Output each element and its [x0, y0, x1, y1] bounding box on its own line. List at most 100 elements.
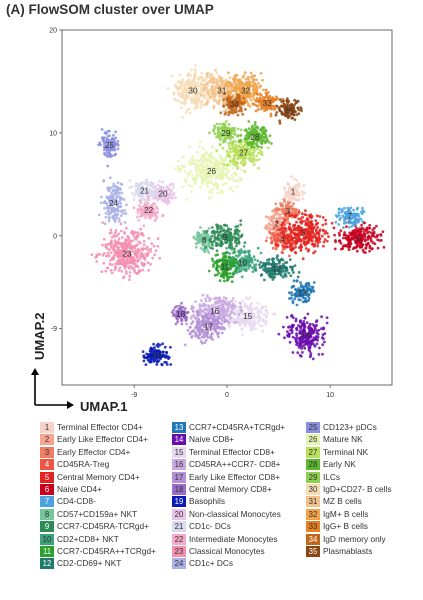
cluster-point	[316, 332, 320, 336]
cluster-point	[243, 137, 247, 141]
cluster-point	[113, 268, 117, 272]
cluster-point	[249, 321, 252, 325]
cluster-point	[231, 89, 235, 93]
cluster-point	[141, 268, 145, 272]
cluster-point	[218, 154, 222, 157]
cluster-point	[116, 189, 120, 193]
cluster-point	[194, 332, 198, 336]
cluster-point	[313, 233, 317, 237]
cluster-point	[349, 238, 352, 242]
cluster-point	[259, 72, 263, 75]
cluster-point	[139, 214, 142, 218]
cluster-point	[251, 325, 255, 329]
cluster-point	[133, 270, 137, 274]
cluster-point	[165, 350, 168, 354]
cluster-point	[242, 261, 246, 265]
cluster-point	[109, 228, 113, 232]
cluster-point	[205, 72, 209, 76]
cluster-point	[223, 279, 226, 283]
cluster-point	[199, 246, 203, 250]
cluster-point	[261, 318, 265, 322]
cluster-point	[244, 254, 247, 258]
cluster-point	[348, 241, 352, 244]
y-tick-label: 10	[49, 130, 57, 137]
cluster-point	[281, 245, 285, 249]
cluster-point	[215, 184, 219, 188]
cluster-point	[261, 130, 264, 133]
cluster-point	[231, 189, 235, 193]
cluster-point	[237, 241, 241, 245]
cluster-point	[179, 319, 183, 322]
cluster-point	[311, 357, 315, 361]
cluster-point	[352, 233, 356, 237]
cluster-point	[199, 93, 203, 97]
cluster-point	[242, 245, 246, 248]
cluster-point	[200, 100, 204, 104]
cluster-point	[144, 363, 148, 366]
cluster-point	[192, 313, 196, 317]
cluster-point	[310, 285, 314, 289]
cluster-point	[260, 142, 264, 146]
cluster-point	[300, 233, 304, 237]
cluster-point	[266, 146, 270, 150]
cluster-point	[225, 246, 229, 250]
cluster-point	[232, 312, 236, 316]
cluster-point	[204, 82, 208, 86]
cluster-point	[229, 261, 233, 265]
cluster-point	[214, 99, 218, 103]
cluster-point	[293, 193, 297, 196]
cluster-point	[198, 164, 202, 168]
cluster-point	[347, 221, 351, 225]
cluster-point	[152, 244, 156, 248]
cluster-point	[281, 217, 284, 220]
cluster-point	[282, 269, 286, 273]
cluster-point	[201, 161, 204, 165]
cluster-point	[190, 304, 194, 308]
cluster-point	[202, 87, 206, 90]
cluster-point	[104, 131, 107, 135]
cluster-point	[174, 196, 177, 200]
cluster-point	[198, 328, 201, 332]
cluster-point	[220, 309, 224, 313]
cluster-point	[235, 261, 239, 265]
cluster-point	[224, 120, 228, 123]
cluster-point	[322, 240, 326, 244]
cluster-point	[295, 241, 299, 244]
cluster-point	[110, 209, 114, 212]
cluster-point	[193, 326, 197, 330]
cluster-point	[190, 100, 194, 104]
chart-title: (A) FlowSOM cluster over UMAP	[6, 2, 214, 17]
cluster-point	[100, 270, 104, 273]
cluster-point	[200, 299, 203, 303]
cluster-point	[352, 220, 356, 224]
cluster-point	[119, 214, 123, 218]
cluster-point	[237, 321, 241, 324]
cluster-point	[251, 160, 255, 164]
cluster-point	[206, 296, 210, 299]
cluster-point	[312, 225, 316, 229]
cluster-point	[224, 254, 227, 258]
cluster-point	[376, 246, 380, 250]
cluster-point	[123, 231, 126, 234]
cluster-point	[209, 151, 213, 155]
cluster-point	[107, 219, 111, 223]
cluster-point	[181, 92, 185, 95]
cluster-point	[170, 74, 174, 78]
cluster-point	[318, 240, 321, 244]
cluster-point	[118, 199, 122, 203]
cluster-point	[142, 243, 146, 247]
cluster-point	[158, 179, 161, 183]
cluster-point	[330, 221, 334, 225]
cluster-point	[227, 71, 230, 75]
cluster-point	[365, 226, 369, 230]
cluster-point	[194, 70, 198, 74]
cluster-point	[264, 239, 268, 243]
cluster-point	[295, 198, 299, 201]
cluster-point	[269, 237, 273, 240]
cluster-point	[196, 238, 200, 242]
cluster-point	[268, 134, 272, 138]
cluster-point	[236, 167, 240, 170]
cluster-point	[201, 182, 205, 186]
cluster-point	[290, 291, 293, 295]
cluster-point	[292, 223, 296, 227]
